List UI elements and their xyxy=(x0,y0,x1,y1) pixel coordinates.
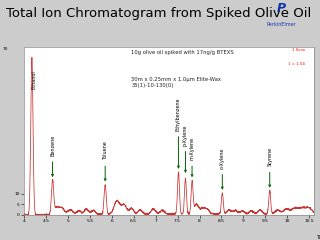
Text: o-Xylene: o-Xylene xyxy=(220,147,225,168)
Text: Total Ion Chromatogram from Spiked Olive Oil: Total Ion Chromatogram from Spiked Olive… xyxy=(6,7,312,20)
Text: 10g olive oil spiked with 17ng/g BTEXS: 10g olive oil spiked with 17ng/g BTEXS xyxy=(131,50,234,55)
Text: Toluene: Toluene xyxy=(103,141,108,160)
Text: 1 = 1.54: 1 = 1.54 xyxy=(288,62,305,66)
Text: Styrene: Styrene xyxy=(267,147,272,167)
Text: Time: Time xyxy=(316,235,320,240)
Text: p-Xylene: p-Xylene xyxy=(183,124,188,145)
Text: PerkinElmer: PerkinElmer xyxy=(267,22,296,27)
Text: 70: 70 xyxy=(3,47,8,51)
Text: 1 Scan: 1 Scan xyxy=(292,48,305,53)
Text: Ethanol: Ethanol xyxy=(31,70,36,89)
Text: P: P xyxy=(277,2,286,15)
Text: 30m x 0.25mm x 1.0μm Elite-Wax
35(1)-10-130(0): 30m x 0.25mm x 1.0μm Elite-Wax 35(1)-10-… xyxy=(131,77,221,88)
Text: Ethylbenzene: Ethylbenzene xyxy=(176,97,181,131)
Text: m-Xylene: m-Xylene xyxy=(189,137,195,160)
Text: Benzene: Benzene xyxy=(50,135,55,156)
